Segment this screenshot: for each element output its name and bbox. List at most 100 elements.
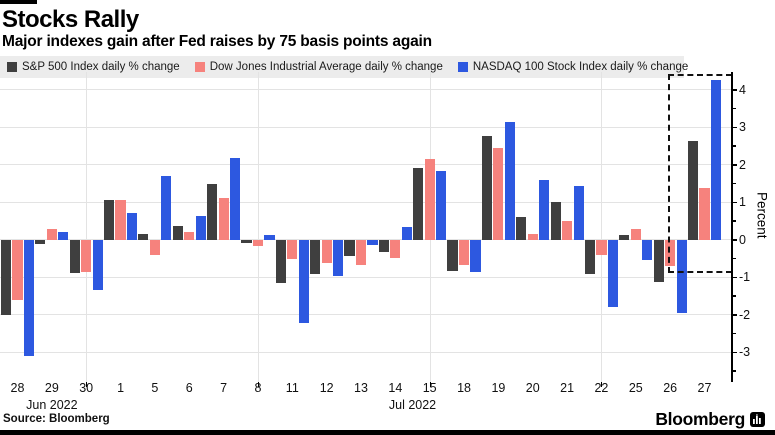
x-label-15: 15 bbox=[422, 381, 437, 395]
x-tick-22 bbox=[601, 382, 603, 387]
x-month-label-jul: Jul 2022 bbox=[388, 398, 437, 412]
bar-nasdaq-5 bbox=[161, 176, 172, 240]
y-tick-label--3: -3 bbox=[739, 345, 751, 359]
y-minor-tick-3.5 bbox=[732, 107, 736, 110]
legend-item-nasdaq: NASDAQ 100 Stock Index daily % change bbox=[457, 61, 689, 73]
bottom-border-bar bbox=[0, 430, 775, 435]
x-label-20: 20 bbox=[525, 381, 540, 395]
x-tick-30 bbox=[86, 382, 88, 387]
y-tick-label-4: 4 bbox=[739, 82, 746, 97]
y-tick-label--2: -2 bbox=[739, 307, 751, 322]
y-axis-title: Percent bbox=[754, 191, 770, 239]
x-label-28: 28 bbox=[10, 381, 25, 395]
x-label-8: 8 bbox=[254, 381, 262, 395]
brand-lockup: Bloomberg bbox=[655, 409, 765, 430]
dowjones-swatch-icon bbox=[194, 62, 205, 72]
bar-sp500-1 bbox=[103, 200, 115, 240]
nasdaq-swatch-icon bbox=[457, 62, 468, 72]
bar-sp500-7 bbox=[207, 184, 218, 240]
bar-dow-30 bbox=[81, 239, 92, 272]
x-label-18: 18 bbox=[457, 381, 471, 395]
y-tick-4 bbox=[732, 89, 737, 91]
bar-nasdaq-28 bbox=[23, 239, 35, 357]
bar-dow-15 bbox=[424, 158, 435, 240]
gridline-h-3 bbox=[0, 126, 732, 128]
y-minor-tick-0.5 bbox=[732, 220, 736, 222]
gridline-h-2 bbox=[0, 164, 732, 165]
bar-dow-21 bbox=[562, 220, 573, 240]
x-label-19: 19 bbox=[491, 381, 506, 395]
legend-label-nasdaq: NASDAQ 100 Stock Index daily % change bbox=[472, 61, 689, 73]
y-minor-tick--0.5 bbox=[732, 257, 736, 260]
y-tick-label-3: 3 bbox=[739, 120, 746, 134]
x-label-29: 29 bbox=[44, 381, 59, 395]
bar-nasdaq-20 bbox=[539, 180, 550, 240]
y-tick-1 bbox=[732, 201, 737, 203]
bar-dow-29 bbox=[46, 229, 57, 240]
bar-sp500-29 bbox=[35, 239, 46, 244]
y-tick-label--1: -1 bbox=[739, 270, 751, 284]
bar-nasdaq-19 bbox=[504, 121, 515, 240]
bar-dow-14 bbox=[390, 239, 401, 258]
bar-nasdaq-25 bbox=[642, 239, 653, 261]
bar-dow-28 bbox=[12, 239, 23, 300]
bar-nasdaq-11 bbox=[298, 239, 309, 323]
bar-dow-20 bbox=[527, 233, 538, 240]
x-label-30: 30 bbox=[79, 381, 94, 395]
bar-sp500-19 bbox=[481, 136, 492, 240]
gridline-v-22 bbox=[601, 72, 603, 382]
y-tick-label-1: 1 bbox=[739, 195, 746, 209]
gridline-h--1 bbox=[0, 276, 732, 278]
y-tick-2 bbox=[732, 164, 737, 166]
bar-sp500-27 bbox=[687, 141, 699, 240]
legend: S&P 500 Index daily % change Dow Jones I… bbox=[0, 56, 688, 78]
gridline-v-8 bbox=[257, 72, 259, 382]
y-minor-tick--3.5 bbox=[732, 370, 736, 372]
x-label-5: 5 bbox=[151, 381, 159, 395]
bar-nasdaq-1 bbox=[126, 213, 138, 240]
bar-nasdaq-8 bbox=[264, 234, 275, 240]
bar-nasdaq-14 bbox=[401, 226, 412, 240]
bar-sp500-20 bbox=[516, 217, 527, 240]
bar-nasdaq-12 bbox=[333, 239, 344, 276]
gridline-h--2 bbox=[0, 314, 732, 315]
x-tick-8 bbox=[257, 382, 259, 387]
chart-subtitle: Major indexes gain after Fed raises by 7… bbox=[2, 33, 432, 50]
bar-sp500-15 bbox=[413, 167, 424, 240]
bar-sp500-8 bbox=[241, 239, 252, 244]
y-minor-tick--1.5 bbox=[732, 295, 736, 297]
y-tick--3 bbox=[732, 351, 737, 353]
bar-sp500-26 bbox=[653, 239, 664, 282]
x-label-25: 25 bbox=[628, 381, 643, 395]
bar-sp500-28 bbox=[0, 239, 12, 315]
bar-dow-22 bbox=[596, 239, 607, 255]
sp500-swatch-icon bbox=[7, 62, 17, 72]
gridline-v-30 bbox=[86, 72, 88, 382]
bar-sp500-11 bbox=[275, 239, 286, 283]
x-label-1: 1 bbox=[117, 381, 125, 395]
bar-dow-1 bbox=[115, 200, 126, 240]
bar-sp500-25 bbox=[619, 235, 630, 240]
x-label-11: 11 bbox=[285, 381, 299, 395]
bar-sp500-22 bbox=[584, 239, 596, 275]
bar-sp500-12 bbox=[310, 239, 321, 274]
bar-sp500-30 bbox=[69, 239, 80, 273]
bar-dow-27 bbox=[699, 188, 710, 240]
y-tick-label-2: 2 bbox=[739, 157, 746, 172]
bloomberg-terminal-icon bbox=[750, 412, 765, 427]
bar-dow-5 bbox=[149, 239, 160, 255]
y-minor-tick-2.5 bbox=[732, 145, 736, 147]
y-tick--2 bbox=[732, 314, 737, 316]
y-tick--1 bbox=[732, 276, 737, 278]
bar-nasdaq-15 bbox=[436, 170, 447, 240]
bar-dow-12 bbox=[321, 239, 332, 264]
x-label-26: 26 bbox=[663, 381, 678, 395]
bar-nasdaq-26 bbox=[676, 239, 687, 314]
highlight-dashed-box bbox=[667, 73, 732, 274]
bar-dow-25 bbox=[630, 229, 641, 240]
y-axis-line bbox=[731, 72, 733, 382]
legend-item-dowjones: Dow Jones Industrial Average daily % cha… bbox=[194, 61, 443, 73]
window-edge-mark bbox=[0, 0, 37, 4]
y-minor-tick-1.5 bbox=[732, 182, 736, 185]
bar-sp500-21 bbox=[550, 202, 561, 240]
